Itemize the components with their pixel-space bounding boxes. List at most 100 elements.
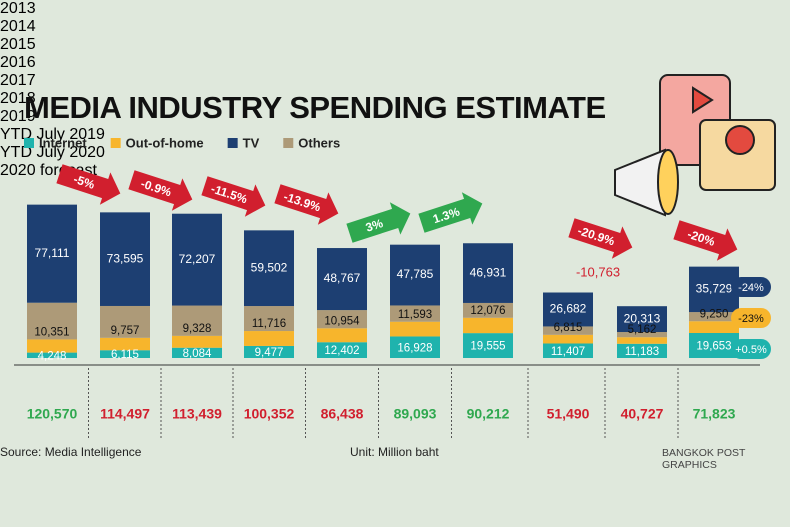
legend-label: Others (298, 135, 340, 150)
bar-segment (617, 337, 667, 344)
total-label: 71,823 (693, 406, 736, 422)
bar-segment (244, 345, 294, 358)
data-label: 5,162 (628, 324, 657, 336)
x-tick-label: 2015 (0, 36, 36, 53)
ytd-difference: -10,763 (576, 264, 620, 279)
data-label: 19,653 (696, 341, 731, 353)
total-label: 100,352 (244, 406, 295, 422)
bar-segment (27, 339, 77, 353)
total-label: 120,570 (27, 406, 78, 422)
forecast-label: +0.5% (735, 344, 767, 356)
data-label: 11,716 (252, 318, 286, 330)
forecast-pill (731, 339, 771, 359)
change-arrow: -0.9% (128, 170, 193, 211)
data-label: 77,111 (35, 246, 70, 260)
total-label: 90,212 (467, 406, 510, 422)
data-label: 26,682 (550, 302, 587, 316)
bar-segment (617, 332, 667, 338)
bar-segment (390, 321, 440, 337)
data-label: 16,928 (397, 342, 432, 354)
bar-segment (317, 342, 367, 358)
change-label: -5% (72, 172, 97, 192)
data-label: 12,402 (324, 345, 359, 357)
legend-label: TV (243, 135, 260, 150)
bar-segment (689, 321, 739, 334)
total-label: 86,438 (321, 406, 364, 422)
x-tick-label: 2014 (0, 18, 36, 35)
data-label: 73,595 (107, 251, 144, 265)
change-arrow: -20.9% (568, 218, 633, 259)
forecast-pill (731, 308, 771, 328)
data-label: 10,954 (324, 315, 360, 327)
legend-label: Out-of-home (126, 135, 204, 150)
data-label: 9,477 (255, 347, 284, 359)
legend-swatch (24, 138, 34, 148)
data-label: 72,207 (179, 252, 216, 266)
bar-segment (689, 333, 739, 358)
bar-segment (100, 350, 150, 358)
data-label: 59,502 (251, 260, 288, 274)
data-label: 8,084 (183, 348, 212, 360)
legend-swatch (283, 138, 294, 148)
x-tick-label: 2019 (0, 108, 36, 125)
x-tick-label: 2018 (0, 90, 36, 107)
bar-segment (463, 317, 513, 334)
bar-segment (100, 337, 150, 351)
x-tick-label: YTD July 2020 (0, 144, 105, 161)
bar-segment (463, 333, 513, 358)
bar-segment (317, 248, 367, 311)
arrow-shape (201, 176, 266, 217)
forecast-label: -24% (738, 282, 764, 294)
data-label: 11,407 (551, 346, 585, 358)
data-label: 35,729 (696, 282, 733, 296)
bar-segment (172, 347, 222, 358)
bar-segment (317, 310, 367, 329)
arrow-shape (346, 202, 411, 243)
data-label: 10,351 (34, 326, 69, 338)
data-label: 48,767 (324, 271, 361, 285)
data-label: 46,931 (470, 265, 507, 279)
bar-segment (100, 212, 150, 306)
bar-segment (100, 305, 150, 338)
total-label: 89,093 (394, 406, 437, 422)
data-label: 11,183 (625, 346, 659, 358)
change-arrow: 3% (346, 202, 411, 243)
total-label: 113,439 (172, 406, 222, 422)
data-label: 4,248 (38, 350, 67, 362)
bar-segment (27, 204, 77, 303)
change-arrow: -5% (56, 164, 121, 205)
change-label: 3% (364, 216, 385, 235)
bar-segment (244, 331, 294, 346)
arrow-shape (673, 220, 738, 261)
bar-segment (244, 230, 294, 307)
bar-segment (172, 213, 222, 306)
bar-segment (244, 306, 294, 332)
data-label: 19,555 (470, 341, 505, 353)
data-label: 47,785 (397, 267, 434, 281)
arrow-shape (274, 184, 339, 225)
forecast-pill (731, 277, 771, 297)
data-label: 6,115 (111, 349, 139, 361)
credit: BANGKOK POST GRAPHICS (662, 447, 746, 471)
data-label: 9,328 (183, 323, 212, 335)
bar-segment (390, 305, 440, 322)
bar-segment (463, 243, 513, 303)
x-tick-label: 2017 (0, 72, 36, 89)
bar-segment (317, 328, 367, 343)
change-arrow: -20% (673, 220, 738, 261)
total-label: 51,490 (547, 406, 590, 422)
chart-title: MEDIA INDUSTRY SPENDING ESTIMATE (24, 90, 606, 125)
bar-segment (543, 326, 593, 335)
bar-segment (390, 336, 440, 358)
x-tick-label: 2016 (0, 54, 36, 71)
arrow-shape (56, 164, 121, 205)
data-label: 20,313 (624, 311, 661, 325)
source: Source: Media Intelligence (0, 445, 142, 459)
data-label: 9,757 (111, 325, 140, 337)
arrow-shape (128, 170, 193, 211)
bar-segment (543, 292, 593, 327)
bar-segment (172, 335, 222, 348)
data-label: 9,250 (700, 308, 729, 320)
bar-segment (172, 305, 222, 336)
